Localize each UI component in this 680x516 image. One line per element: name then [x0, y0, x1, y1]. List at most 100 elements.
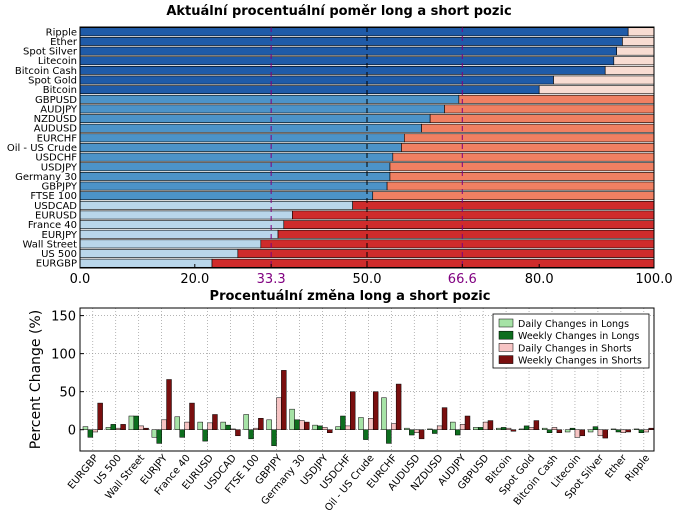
change-bar — [322, 427, 328, 430]
change-bar — [304, 421, 310, 430]
change-bar — [299, 420, 305, 430]
change-bar — [610, 428, 617, 430]
change-bar — [579, 429, 586, 437]
change-bar — [625, 429, 631, 433]
change-bar — [281, 370, 287, 430]
long-bar — [79, 75, 554, 85]
change-bar — [602, 429, 608, 439]
change-bar — [363, 429, 369, 440]
change-bar — [174, 416, 180, 430]
change-bar — [358, 417, 364, 430]
change-bar — [235, 429, 241, 437]
long-bar — [79, 123, 422, 133]
change-bar — [413, 429, 420, 433]
x-tick-label: 20.0 — [180, 272, 209, 287]
x-tick-label: 33.3 — [257, 272, 286, 287]
change-bar — [432, 429, 438, 434]
change-bar — [541, 427, 548, 430]
short-bar — [553, 75, 655, 85]
long-bar — [79, 85, 540, 95]
category-label: GBPUSD — [35, 95, 77, 106]
legend-label: Daily Changes in Shorts — [518, 343, 632, 354]
change-bar — [82, 426, 89, 430]
change-bar — [128, 415, 135, 430]
change-bar — [569, 427, 576, 430]
short-bar — [211, 258, 655, 268]
long-bar — [79, 249, 239, 258]
change-bar — [648, 427, 654, 430]
short-bar — [237, 249, 655, 258]
y-tick-label: 0 — [68, 424, 76, 439]
x-category-label: Ripple — [624, 453, 653, 484]
short-bar — [538, 85, 655, 95]
short-bar — [613, 56, 655, 66]
short-bar — [372, 191, 655, 201]
short-bar — [277, 229, 655, 239]
category-label: USDCHF — [35, 153, 77, 164]
change-bar — [161, 419, 167, 430]
category-label: FTSE 100 — [30, 191, 77, 202]
bottom-plot-frame — [79, 307, 655, 452]
legend-label: Daily Changes in Longs — [518, 319, 629, 330]
category-label: USDCAD — [34, 201, 77, 212]
change-bar — [450, 421, 456, 430]
change-bar — [327, 429, 333, 433]
change-bar — [418, 429, 425, 440]
y-tick-label: 100 — [51, 348, 76, 363]
change-bar — [197, 421, 203, 430]
change-bar — [643, 429, 649, 433]
change-bar — [184, 421, 190, 430]
change-bar — [220, 421, 226, 430]
long-bar — [79, 104, 445, 114]
category-label: Bitcoin — [43, 85, 77, 96]
legend-swatch — [498, 330, 514, 340]
change-bar — [87, 429, 94, 438]
short-bar — [292, 210, 655, 220]
change-bar — [505, 427, 512, 430]
y-tick-label: 150 — [51, 310, 76, 325]
change-bar — [189, 402, 195, 430]
change-bar — [289, 408, 295, 430]
change-bar — [473, 427, 479, 430]
category-label: France 40 — [28, 220, 77, 231]
change-bar — [317, 425, 323, 430]
x-tick-label: 50.0 — [353, 272, 382, 287]
long-bar — [79, 239, 262, 249]
category-label: Bitcoin Cash — [15, 66, 77, 77]
change-bar — [409, 429, 415, 436]
change-bar — [391, 423, 397, 430]
long-bar — [79, 37, 623, 46]
short-bar — [627, 27, 655, 37]
change-bar — [312, 424, 318, 430]
long-bar — [79, 152, 394, 162]
change-bar — [620, 429, 627, 433]
change-bar — [633, 428, 640, 430]
change-bar — [92, 429, 98, 433]
change-bar — [156, 429, 162, 444]
long-bar — [79, 94, 460, 104]
change-bar — [546, 429, 553, 433]
change-bar — [143, 427, 149, 430]
change-bar — [551, 427, 558, 430]
long-bar — [79, 191, 374, 201]
category-label: Ripple — [46, 27, 77, 38]
short-bar — [352, 200, 655, 210]
change-bar — [436, 425, 443, 430]
change-bar — [510, 429, 517, 432]
long-bar — [79, 114, 431, 123]
long-bar — [79, 65, 606, 75]
long-bar — [79, 46, 617, 56]
change-bar — [212, 414, 218, 430]
change-bar — [105, 427, 112, 430]
category-label: EURJPY — [42, 230, 78, 241]
legend-swatch — [498, 318, 514, 328]
long-bar — [79, 162, 391, 172]
change-bar — [115, 427, 121, 430]
short-bar — [392, 152, 655, 162]
long-bar — [79, 56, 615, 66]
change-bar — [395, 383, 402, 430]
change-bar — [276, 397, 282, 430]
category-label: US 500 — [41, 249, 77, 260]
